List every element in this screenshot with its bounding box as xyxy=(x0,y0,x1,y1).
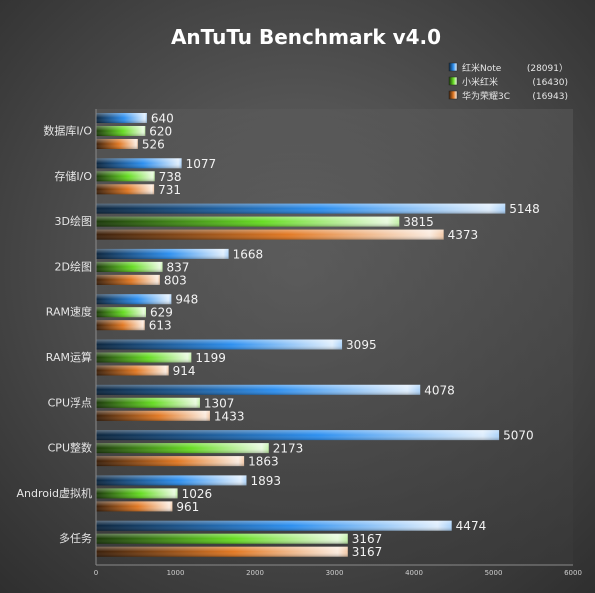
bar-shine xyxy=(96,320,145,331)
value-label: 3095 xyxy=(346,338,377,352)
x-tick-label: 2000 xyxy=(246,569,264,577)
bar-shine xyxy=(96,410,210,421)
legend-series-score: (16430) xyxy=(532,78,568,88)
value-label: 4373 xyxy=(448,228,479,242)
x-tick-label: 0 xyxy=(94,569,98,577)
value-label: 948 xyxy=(175,293,198,307)
legend-series-name: 小米红米 xyxy=(462,76,498,88)
bar-shine xyxy=(96,307,147,318)
category-label: Android虚拟机 xyxy=(16,486,92,500)
bar-shine xyxy=(96,184,155,195)
category-label: CPU浮点 xyxy=(48,396,92,409)
x-tick-label: 1000 xyxy=(167,569,185,577)
value-label: 3167 xyxy=(352,545,383,559)
category-label: 存储I/O xyxy=(54,169,92,183)
value-label: 613 xyxy=(149,319,172,333)
value-label: 1668 xyxy=(233,247,264,261)
value-label: 1863 xyxy=(248,455,279,469)
value-label: 837 xyxy=(167,260,190,274)
bar-shine xyxy=(96,546,348,557)
bar-shine xyxy=(96,443,269,454)
bar-shine xyxy=(96,339,343,350)
value-label: 629 xyxy=(150,306,173,320)
bar-shine xyxy=(96,397,200,408)
value-label: 1026 xyxy=(182,487,213,501)
legend-series-score: (16943) xyxy=(532,92,568,102)
bar-shine xyxy=(96,501,173,512)
bar-shine xyxy=(96,456,245,467)
value-label: 4474 xyxy=(456,519,487,533)
value-label: 2173 xyxy=(273,442,304,456)
category-label: RAM速度 xyxy=(46,305,92,319)
value-label: 3815 xyxy=(403,215,434,229)
bar-shine xyxy=(96,229,444,240)
category-label: RAM运算 xyxy=(46,350,92,364)
x-tick-label: 5000 xyxy=(485,569,503,577)
value-label: 4078 xyxy=(424,383,455,397)
bar-shine xyxy=(96,203,506,214)
value-label: 1307 xyxy=(204,396,235,410)
value-label: 5148 xyxy=(509,202,540,216)
bar-shine xyxy=(96,488,178,499)
value-label: 1077 xyxy=(186,157,217,171)
bar-shine xyxy=(96,430,500,441)
legend-series-name: 华为荣耀3C xyxy=(462,90,510,102)
bar-shine xyxy=(96,171,155,182)
bar-shine xyxy=(96,475,247,486)
legend: 红米Note (28091） 小米红米 (16430) 华为荣耀3C (16943) xyxy=(448,62,568,102)
value-label: 3167 xyxy=(352,532,383,546)
bar-shine xyxy=(96,294,172,305)
value-label: 5070 xyxy=(503,429,534,443)
bar-shine xyxy=(96,139,138,149)
value-label: 620 xyxy=(149,125,172,139)
value-label: 1433 xyxy=(214,409,245,423)
x-tick-label: 3000 xyxy=(326,569,344,577)
category-label: 数据库I/O xyxy=(43,124,92,138)
legend-swatch xyxy=(448,76,458,86)
value-label: 961 xyxy=(176,500,199,514)
value-label: 738 xyxy=(159,170,182,184)
value-label: 526 xyxy=(142,138,165,152)
value-label: 1893 xyxy=(250,474,281,488)
category-label: 多任务 xyxy=(59,531,92,545)
value-label: 914 xyxy=(173,364,196,378)
bar-shine xyxy=(96,274,160,285)
category-label: CPU整数 xyxy=(48,441,92,455)
category-label: 2D绘图 xyxy=(55,259,92,273)
legend-series-score: (28091） xyxy=(527,63,568,74)
chart-title: AnTuTu Benchmark v4.0 xyxy=(171,25,441,49)
legend-swatch xyxy=(448,62,458,72)
legend-swatch xyxy=(448,90,458,100)
bar-shine xyxy=(96,365,169,376)
bar-shine xyxy=(96,216,400,227)
bar-shine xyxy=(96,533,348,544)
x-tick-label: 4000 xyxy=(405,569,423,577)
bar-shine xyxy=(96,352,192,363)
bar-shine xyxy=(96,384,421,395)
x-axis: 0 1000 2000 3000 4000 5000 6000 xyxy=(94,109,582,577)
bar-shine xyxy=(96,126,146,136)
bar-shine xyxy=(96,248,229,259)
bar-shine xyxy=(96,520,452,531)
bar-shine xyxy=(96,158,182,169)
value-label: 640 xyxy=(151,112,174,126)
value-label: 731 xyxy=(158,183,181,197)
value-label: 1199 xyxy=(195,351,226,365)
x-tick-label: 6000 xyxy=(564,569,582,577)
category-label: 3D绘图 xyxy=(55,214,92,228)
legend-series-name: 红米Note xyxy=(462,62,502,74)
value-label: 803 xyxy=(164,273,187,287)
bar-shine xyxy=(96,261,163,272)
bar-shine xyxy=(96,113,147,123)
